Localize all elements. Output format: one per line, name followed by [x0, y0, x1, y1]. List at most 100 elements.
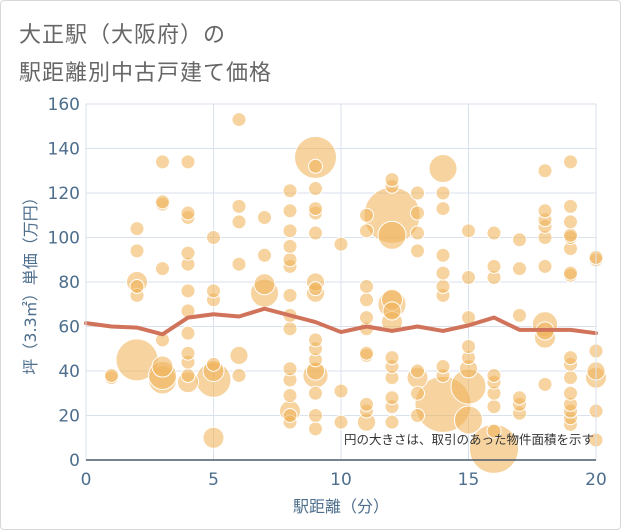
bubble-point[interactable]	[180, 367, 196, 383]
bubble-point[interactable]	[435, 185, 451, 201]
bubble-point[interactable]	[129, 243, 145, 259]
bubble-point[interactable]	[180, 205, 196, 221]
bubble-point[interactable]	[282, 183, 298, 199]
bubble-point[interactable]	[308, 421, 323, 437]
bubble-point[interactable]	[428, 154, 458, 184]
bubble-point[interactable]	[308, 281, 323, 297]
bubble-point[interactable]	[308, 385, 323, 401]
bubble-point[interactable]	[486, 367, 502, 383]
bubble-point[interactable]	[206, 283, 221, 299]
bubble-point[interactable]	[229, 345, 249, 366]
bubble-point[interactable]	[151, 355, 174, 378]
bubble-point[interactable]	[486, 258, 502, 274]
bubble-point[interactable]	[231, 198, 247, 214]
bubble-point[interactable]	[410, 363, 425, 379]
bubble-point[interactable]	[257, 247, 272, 263]
bubble-point[interactable]	[333, 383, 349, 399]
bubble-point[interactable]	[512, 261, 527, 277]
bubble-point[interactable]	[537, 376, 553, 392]
bubble-point[interactable]	[231, 214, 247, 230]
bubble-point[interactable]	[563, 385, 578, 401]
bubble-point[interactable]	[537, 163, 553, 179]
bubble-point[interactable]	[563, 265, 578, 281]
bubble-point[interactable]	[410, 243, 425, 259]
bubble-point[interactable]	[563, 214, 578, 230]
bubble-point[interactable]	[129, 278, 145, 294]
bubble-point[interactable]	[486, 423, 502, 439]
bubble-point[interactable]	[359, 223, 374, 239]
bubble-point[interactable]	[435, 265, 451, 281]
bubble-point[interactable]	[486, 225, 502, 241]
bubble-point[interactable]	[410, 205, 425, 221]
bubble-point[interactable]	[308, 332, 323, 348]
bubble-point[interactable]	[563, 350, 578, 366]
bubble-point[interactable]	[333, 236, 349, 252]
bubble-point[interactable]	[486, 399, 502, 415]
bubble-point[interactable]	[410, 408, 425, 423]
bubble-point[interactable]	[104, 367, 119, 383]
bubble-point[interactable]	[435, 247, 451, 263]
bubble-point[interactable]	[435, 278, 451, 294]
bubble-point[interactable]	[563, 227, 578, 243]
bubble-point[interactable]	[308, 158, 323, 174]
bubble-point[interactable]	[410, 385, 425, 401]
bubble-point[interactable]	[359, 207, 374, 223]
bubble-point[interactable]	[359, 310, 374, 326]
bubble-point[interactable]	[282, 203, 298, 219]
bubble-point[interactable]	[180, 283, 196, 299]
bubble-point[interactable]	[282, 223, 298, 239]
bubble-point[interactable]	[231, 256, 247, 272]
bubble-point[interactable]	[308, 201, 323, 217]
bubble-point[interactable]	[461, 339, 476, 355]
bubble-point[interactable]	[512, 232, 527, 248]
bubble-point[interactable]	[435, 201, 451, 217]
bubble-point[interactable]	[384, 414, 400, 430]
bubble-point[interactable]	[206, 230, 221, 245]
bubble-point[interactable]	[155, 154, 170, 170]
bubble-point[interactable]	[563, 198, 578, 214]
bubble-point[interactable]	[282, 387, 298, 403]
bubble-point[interactable]	[282, 238, 298, 254]
bubble-point[interactable]	[155, 261, 170, 277]
bubble-point[interactable]	[359, 345, 374, 361]
bubble-point[interactable]	[435, 359, 451, 375]
bubble-point[interactable]	[512, 390, 527, 406]
bubble-point[interactable]	[308, 225, 323, 241]
bubble-point[interactable]	[206, 356, 221, 372]
bubble-point[interactable]	[563, 154, 578, 170]
bubble-point[interactable]	[512, 307, 527, 323]
bubble-point[interactable]	[308, 181, 323, 197]
bubble-point[interactable]	[384, 390, 400, 406]
bubble-point[interactable]	[454, 405, 483, 435]
bubble-point[interactable]	[180, 325, 196, 341]
bubble-point[interactable]	[155, 194, 170, 210]
bubble-point[interactable]	[253, 273, 276, 296]
bubble-point[interactable]	[384, 350, 400, 366]
bubble-point[interactable]	[180, 245, 196, 261]
bubble-point[interactable]	[282, 321, 298, 337]
bubble-point[interactable]	[333, 414, 349, 430]
bubble-point[interactable]	[461, 223, 476, 239]
bubble-point[interactable]	[231, 112, 247, 128]
bubble-point[interactable]	[384, 172, 400, 188]
bubble-point[interactable]	[563, 370, 578, 386]
bubble-point[interactable]	[282, 361, 298, 377]
bubble-point[interactable]	[180, 154, 196, 170]
bubble-point[interactable]	[282, 408, 298, 423]
bubble-point[interactable]	[282, 287, 298, 303]
bubble-point[interactable]	[308, 408, 323, 423]
bubble-point[interactable]	[359, 292, 374, 308]
bubble-point[interactable]	[257, 209, 272, 225]
bubble-point[interactable]	[202, 426, 225, 449]
bubble-point[interactable]	[461, 270, 476, 286]
bubble-point[interactable]	[231, 367, 247, 383]
bubble-point[interactable]	[377, 220, 407, 250]
bubble-point[interactable]	[537, 258, 553, 274]
bubble-point[interactable]	[382, 301, 402, 321]
bubble-point[interactable]	[129, 221, 145, 237]
bubble-point[interactable]	[282, 252, 298, 268]
bubble-point[interactable]	[537, 203, 553, 219]
bubble-point[interactable]	[410, 185, 425, 201]
bubble-point[interactable]	[359, 396, 374, 412]
bubble-point[interactable]	[359, 278, 374, 294]
